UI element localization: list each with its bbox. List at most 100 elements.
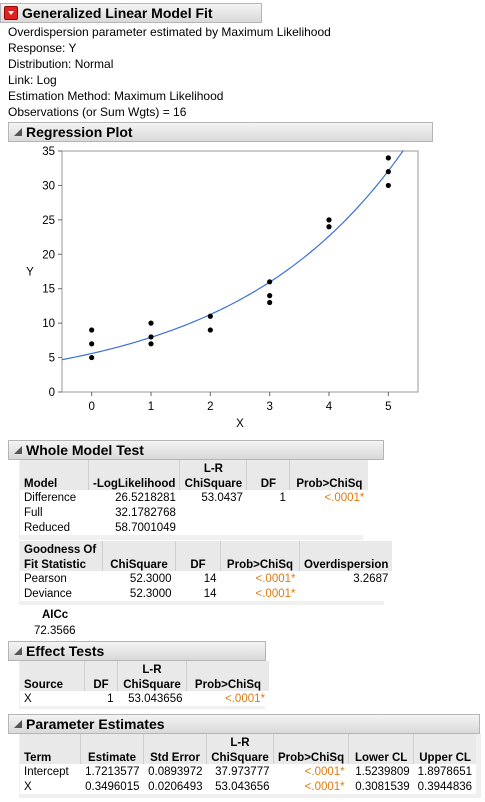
whole-model-test-header[interactable]: Whole Model Test [8,440,384,460]
parameter-estimates-header[interactable]: Parameter Estimates [8,714,480,734]
column-header-top [272,734,349,749]
table-cell: 52.3000 [129,572,172,585]
goodness-of-fit-table: Goodness Of Fit Statistic ChiSquare DF Prob>… [20,541,393,601]
table-cell: Full [24,506,43,519]
fit-curve [61,150,404,361]
column-header[interactable]: Prob>ChiSq [220,556,300,571]
info-line: Response: Y [8,41,77,55]
effect-tests-table: L-R Source DF ChiSquare Prob>ChiSq X 1 53.04365… [20,661,269,706]
column-header[interactable]: DF [84,676,118,691]
column-header[interactable]: Model [20,475,89,490]
disclosure-triangle-icon[interactable] [14,446,22,454]
info-line: Link: Log [8,73,57,87]
table-cell [290,505,369,520]
table-cell: 1 [107,692,114,705]
column-header[interactable]: Prob>ChiSq [289,475,369,490]
column-header[interactable]: ChiSquare [102,556,176,571]
column-header[interactable]: DF [246,475,290,490]
table-row: Intercept 1.7213577 0.0893972 37.973777 <.00… [20,764,476,779]
table-cell: 32.1782768 [115,506,176,519]
column-header[interactable]: Prob>ChiSq [272,749,349,764]
table-cell: 1.8978651 [417,765,473,778]
data-point [207,313,213,319]
table-cell: Difference [24,491,77,504]
column-header-top [175,541,221,556]
effect-tests-header[interactable]: Effect Tests [8,641,266,661]
table-cell: <.0001* [304,765,345,778]
table-cell: Intercept [24,765,69,778]
column-header[interactable]: Overdispersion [299,556,393,571]
regression-chart: 0 5 10 15 20 25 30 35 0 1 2 3 4 5 X Y [26,146,419,430]
column-header-top [102,541,176,556]
column-header[interactable]: Prob>ChiSq [186,676,269,691]
table-cell: X [24,780,32,793]
column-header-top [299,541,393,556]
red-triangle-menu-icon[interactable] [4,6,18,20]
y-tick-label: 10 [42,318,55,330]
table-cell: 1 [279,491,286,504]
x-axis-label: X [236,418,244,430]
column-header-top [20,734,81,749]
y-tick-label: 35 [42,146,55,158]
table-cell: 53.0437 [201,491,243,504]
column-header[interactable]: Estimate [80,749,144,764]
y-tick-label: 25 [42,215,55,227]
column-header-top [87,460,180,475]
y-tick-label: 30 [42,180,55,192]
column-header[interactable]: ChiSquare [179,475,247,490]
data-point [148,320,154,326]
table-cell: 0.3496015 [85,780,140,793]
column-header[interactable]: Source [20,676,85,691]
column-header-top: L-R [206,734,274,749]
regression-plot-title: Regression Plot [26,124,133,140]
column-header-top [186,661,269,676]
table-row: X 0.3496015 0.0206493 53.043656 <.0001* 0.308… [20,779,476,794]
table-cell: 0.0206493 [148,780,203,793]
column-header[interactable]: ChiSquare [206,749,274,764]
regression-plot-header[interactable]: Regression Plot [8,122,433,142]
table-cell: 0.3944836 [417,780,473,793]
column-header[interactable]: ChiSquare [117,676,187,691]
info-line: Distribution: Normal [8,57,114,71]
table-cell: <.0001* [255,587,296,600]
column-header-top [20,460,89,475]
x-tick-label: 1 [148,401,154,413]
table-row: Deviance 52.3000 14 <.0001* [20,586,392,601]
whole-model-table: L-R Model -LogLikelihood ChiSquare DF Prob>Ch… [20,460,369,535]
table-cell [300,586,393,601]
data-point [267,299,273,306]
disclosure-triangle-icon[interactable] [14,128,22,136]
aicc-label: AICc [42,609,69,621]
table-cell [247,520,290,535]
table-cell: 0.0893972 [148,765,203,778]
column-header-top [348,734,414,749]
column-header-top: Goodness Of [20,541,103,556]
column-header[interactable]: Upper CL [413,749,477,764]
column-header[interactable]: Std Error [143,749,207,764]
disclosure-triangle-icon[interactable] [14,720,22,728]
whole-model-test-title: Whole Model Test [26,442,144,458]
data-point [267,279,273,285]
column-header[interactable]: Fit Statistic [20,556,103,571]
x-tick-label: 4 [326,401,333,413]
x-tick-label: 2 [207,401,213,413]
report-header[interactable]: Generalized Linear Model Fit [0,3,262,23]
table-cell: 37.973777 [215,765,270,778]
disclosure-triangle-icon[interactable] [14,647,22,655]
data-point [385,182,391,189]
info-line: Estimation Method: Maximum Likelihood [8,89,224,103]
y-axis-label: Y [26,267,34,279]
column-header-top [20,661,85,676]
data-point [326,217,332,223]
data-point [267,293,273,299]
column-header-top [80,734,144,749]
column-header[interactable]: -LogLikelihood [87,475,180,490]
table-row: X 1 53.043656 <.0001* [20,691,269,706]
column-header[interactable]: Term [20,749,81,764]
column-header[interactable]: DF [175,556,221,571]
column-header-top: L-R [117,661,187,676]
x-tick-label: 3 [266,401,272,413]
data-point [89,341,95,347]
table-cell: X [24,692,32,705]
column-header[interactable]: Lower CL [348,749,414,764]
